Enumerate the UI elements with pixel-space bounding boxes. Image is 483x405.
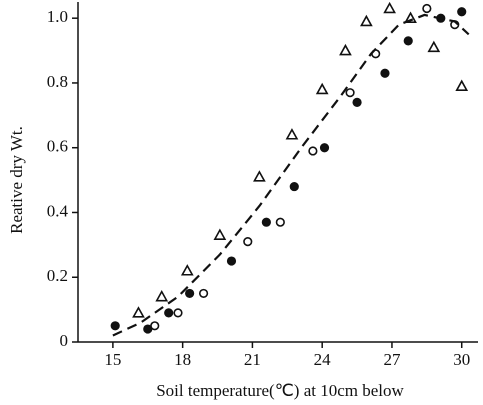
triangle-point	[404, 11, 417, 23]
triangle-point	[360, 14, 373, 27]
x-tick-label: 30	[453, 350, 470, 369]
y-axis-label: Reative dry Wt.	[7, 126, 26, 234]
y-tick-label: 0.8	[47, 72, 68, 91]
triangle-point	[213, 228, 227, 240]
x-tick-label: 18	[174, 350, 191, 369]
x-axis-label: Soil temperature(℃) at 10cm below	[156, 381, 404, 400]
triangle-point	[427, 40, 441, 53]
triangle-point	[253, 170, 266, 182]
y-tick-label: 0	[60, 331, 69, 350]
triangle-point	[155, 290, 169, 302]
x-tick-label: 27	[383, 350, 401, 369]
open-circle-point	[422, 3, 432, 14]
filled-circle-point	[261, 217, 271, 227]
triangle-point	[132, 306, 145, 318]
open-circle-point	[173, 308, 183, 318]
open-circle-point	[345, 88, 355, 98]
open-circle-point	[198, 288, 209, 299]
x-tick-label: 24	[314, 350, 332, 369]
filled-circle-point	[403, 36, 413, 46]
trend-curve	[112, 13, 470, 337]
open-circle-point	[243, 237, 253, 247]
triangle-point	[455, 79, 469, 91]
filled-circle-point	[110, 321, 120, 331]
y-tick-label: 0.4	[47, 201, 69, 220]
filled-circle-point	[457, 7, 467, 17]
y-tick-label: 0.2	[47, 266, 68, 285]
filled-circle-point	[185, 288, 195, 299]
y-tick-label: 0.6	[47, 137, 68, 156]
open-circle-point	[275, 217, 285, 227]
triangle-point	[180, 264, 194, 276]
triangle-point	[383, 1, 396, 14]
filled-circle-point	[289, 181, 299, 192]
x-tick-label: 21	[244, 350, 261, 369]
x-tick-label: 15	[104, 350, 121, 369]
triangle-point	[285, 128, 299, 140]
filled-circle-point	[352, 97, 362, 107]
filled-circle-point	[226, 256, 237, 266]
open-circle-point	[308, 146, 318, 156]
filled-circle-point	[319, 143, 330, 153]
filled-circle-point	[164, 308, 174, 318]
triangle-point	[339, 43, 352, 56]
filled-circle-point	[143, 324, 153, 334]
y-tick-label: 1.0	[47, 7, 68, 26]
filled-circle-point	[380, 68, 390, 78]
triangle-point	[315, 82, 329, 95]
